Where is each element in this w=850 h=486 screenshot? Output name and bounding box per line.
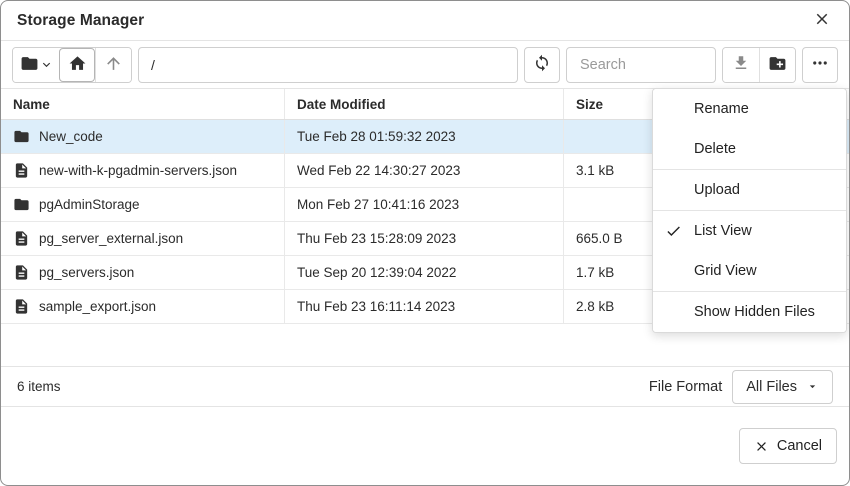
file-format-value: All Files	[746, 378, 797, 395]
menu-item-label: Upload	[694, 182, 740, 198]
menu-item-rename[interactable]: Rename	[653, 89, 846, 129]
column-header-size[interactable]: Size	[576, 96, 604, 112]
storage-location-dropdown-button[interactable]	[13, 47, 59, 82]
new-folder-button[interactable]	[759, 47, 795, 82]
close-button[interactable]	[811, 8, 833, 33]
statusbar: 6 items File Format All Files	[1, 366, 849, 407]
file-date: Thu Feb 23 15:28:09 2023	[285, 222, 564, 255]
file-name: sample_export.json	[39, 299, 157, 314]
refresh-icon	[533, 54, 551, 75]
download-button[interactable]	[723, 47, 759, 82]
more-options-button[interactable]	[802, 46, 838, 83]
close-icon	[754, 439, 769, 454]
options-menu: Rename Delete Upload List View Grid View…	[652, 88, 847, 333]
arrow-up-icon	[104, 54, 123, 76]
refresh-button[interactable]	[524, 46, 560, 83]
file-size: 2.8 kB	[576, 299, 615, 314]
up-directory-button[interactable]	[95, 47, 131, 82]
file-format-select[interactable]: All Files	[732, 369, 833, 404]
file-actions-button-group	[722, 46, 796, 83]
file-icon	[13, 298, 30, 315]
column-header-name[interactable]: Name	[1, 89, 285, 119]
folder-icon	[20, 54, 39, 76]
menu-item-label: Rename	[694, 101, 749, 117]
file-format-label: File Format	[648, 378, 723, 395]
file-icon	[13, 264, 30, 281]
file-format-control: File Format All Files	[648, 369, 833, 404]
titlebar: Storage Manager	[1, 1, 849, 41]
menu-separator	[653, 210, 846, 211]
menu-item-delete[interactable]: Delete	[653, 129, 846, 169]
chevron-down-icon	[41, 59, 52, 70]
folder-icon	[13, 196, 30, 213]
menu-item-label: Show Hidden Files	[694, 304, 815, 320]
file-date: Tue Feb 28 01:59:32 2023	[285, 120, 564, 153]
file-icon	[13, 230, 30, 247]
menu-item-upload[interactable]: Upload	[653, 170, 846, 210]
menu-item-label: List View	[694, 223, 752, 239]
file-date: Wed Feb 22 14:30:27 2023	[285, 154, 564, 187]
table-row[interactable]: pgAdminStorage Mon Feb 27 10:41:16 2023	[1, 188, 849, 222]
toolbar	[1, 41, 849, 89]
file-size: 665.0 B	[576, 231, 623, 246]
table-row[interactable]: pg_servers.json Tue Sep 20 12:39:04 2022…	[1, 256, 849, 290]
items-count: 6 items	[17, 379, 61, 394]
folder-icon	[13, 128, 30, 145]
file-size: 1.7 kB	[576, 265, 615, 280]
menu-item-list-view[interactable]: List View	[653, 211, 846, 251]
footer: Cancel	[1, 407, 849, 485]
path-input[interactable]	[138, 46, 518, 83]
navigation-button-group	[12, 46, 132, 83]
caret-down-icon	[806, 380, 819, 393]
table-row[interactable]: pg_server_external.json Thu Feb 23 15:28…	[1, 222, 849, 256]
file-size: 3.1 kB	[576, 163, 615, 178]
table-row[interactable]: sample_export.json Thu Feb 23 16:11:14 2…	[1, 290, 849, 324]
menu-item-grid-view[interactable]: Grid View	[653, 251, 846, 291]
cancel-button[interactable]: Cancel	[738, 428, 837, 464]
file-name: new-with-k-pgadmin-servers.json	[39, 163, 238, 178]
table-row[interactable]: new-with-k-pgadmin-servers.json Wed Feb …	[1, 154, 849, 188]
search-input[interactable]	[566, 46, 716, 83]
file-name: New_code	[39, 129, 103, 144]
ellipsis-icon	[811, 54, 829, 75]
file-name: pg_servers.json	[39, 265, 135, 280]
file-date: Tue Sep 20 12:39:04 2022	[285, 256, 564, 289]
column-header-date-modified[interactable]: Date Modified	[285, 89, 564, 119]
home-button[interactable]	[59, 47, 95, 82]
menu-item-show-hidden-files[interactable]: Show Hidden Files	[653, 292, 846, 332]
close-icon	[813, 10, 831, 31]
cancel-label: Cancel	[776, 438, 822, 454]
file-icon	[13, 162, 30, 179]
menu-item-label: Grid View	[694, 263, 757, 279]
new-folder-icon	[768, 54, 787, 76]
dialog-title: Storage Manager	[17, 11, 145, 29]
home-icon	[68, 54, 87, 76]
file-name: pgAdminStorage	[39, 197, 140, 212]
file-name: pg_server_external.json	[39, 231, 184, 246]
menu-separator	[653, 291, 846, 292]
check-icon	[665, 223, 682, 240]
file-date: Mon Feb 27 10:41:16 2023	[285, 188, 564, 221]
download-icon	[732, 54, 750, 75]
table-header: Name Date Modified Size	[1, 89, 849, 120]
file-date: Thu Feb 23 16:11:14 2023	[285, 290, 564, 323]
menu-separator	[653, 169, 846, 170]
menu-item-label: Delete	[694, 141, 736, 157]
